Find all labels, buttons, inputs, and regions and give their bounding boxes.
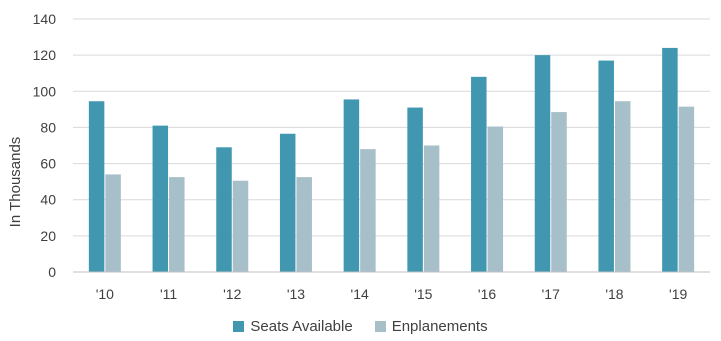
y-tick-label: 20 — [40, 228, 56, 244]
x-tick-label: '15 — [414, 286, 432, 302]
bar-seats-available — [662, 47, 678, 272]
bar-seats-available — [598, 60, 614, 272]
legend-swatch-enplanements — [374, 321, 386, 332]
bar-enplanements — [232, 180, 249, 272]
legend-label-enplanements: Enplanements — [391, 318, 488, 335]
legend-item-enplanements: Enplanements — [374, 318, 488, 335]
bar-seats-available — [88, 101, 105, 272]
legend-label-seats-available: Seats Available — [250, 318, 353, 335]
bar-seats-available — [407, 107, 423, 272]
y-tick-label: 60 — [40, 156, 56, 172]
legend-swatch-seats-available — [233, 321, 245, 332]
x-tick-label: '10 — [96, 286, 114, 302]
x-tick-label: '19 — [669, 286, 687, 302]
y-axis-ticks: 0 20 40 60 80 100 120 140 — [33, 11, 57, 280]
bar-seats-available — [471, 76, 487, 272]
legend: Seats Available Enplanements — [0, 318, 721, 335]
bar-seats-available — [534, 55, 551, 273]
bar-enplanements — [423, 145, 440, 272]
bar-enplanements — [296, 177, 312, 272]
y-tick-label: 100 — [33, 83, 57, 99]
y-tick-label: 120 — [33, 47, 57, 63]
x-tick-label: '11 — [160, 286, 177, 302]
bar-seats-available — [152, 125, 169, 272]
y-tick-label: 140 — [33, 11, 57, 27]
y-tick-label: 40 — [40, 192, 56, 208]
y-axis-title: In Thousands — [7, 137, 24, 228]
x-tick-label: '12 — [223, 286, 241, 302]
bar-enplanements — [105, 174, 121, 272]
x-tick-label: '18 — [605, 286, 623, 302]
bar-chart: 0 20 40 60 80 100 120 140 '10 '11 '12 '13 '14 '15 '16… — [7, 11, 710, 302]
legend-item-seats-available: Seats Available — [233, 318, 353, 335]
bar-enplanements — [169, 177, 185, 272]
x-tick-label: '17 — [542, 286, 560, 302]
y-tick-label: 80 — [40, 119, 56, 135]
bars — [88, 47, 695, 273]
bar-enplanements — [678, 106, 695, 273]
x-tick-label: '16 — [478, 286, 496, 302]
bar-enplanements — [487, 126, 504, 273]
gridlines — [73, 18, 710, 237]
y-tick-label: 0 — [48, 264, 56, 280]
bar-seats-available — [279, 133, 296, 272]
x-tick-label: '14 — [351, 286, 369, 302]
x-tick-label: '13 — [287, 286, 305, 302]
bar-seats-available — [343, 99, 360, 273]
bar-enplanements — [360, 149, 376, 272]
bar-seats-available — [216, 147, 232, 272]
bar-enplanements — [551, 112, 567, 272]
bar-enplanements — [614, 101, 631, 272]
x-axis-ticks: '10 '11 '12 '13 '14 '15 '16 '17 '18 '19 — [96, 286, 688, 302]
